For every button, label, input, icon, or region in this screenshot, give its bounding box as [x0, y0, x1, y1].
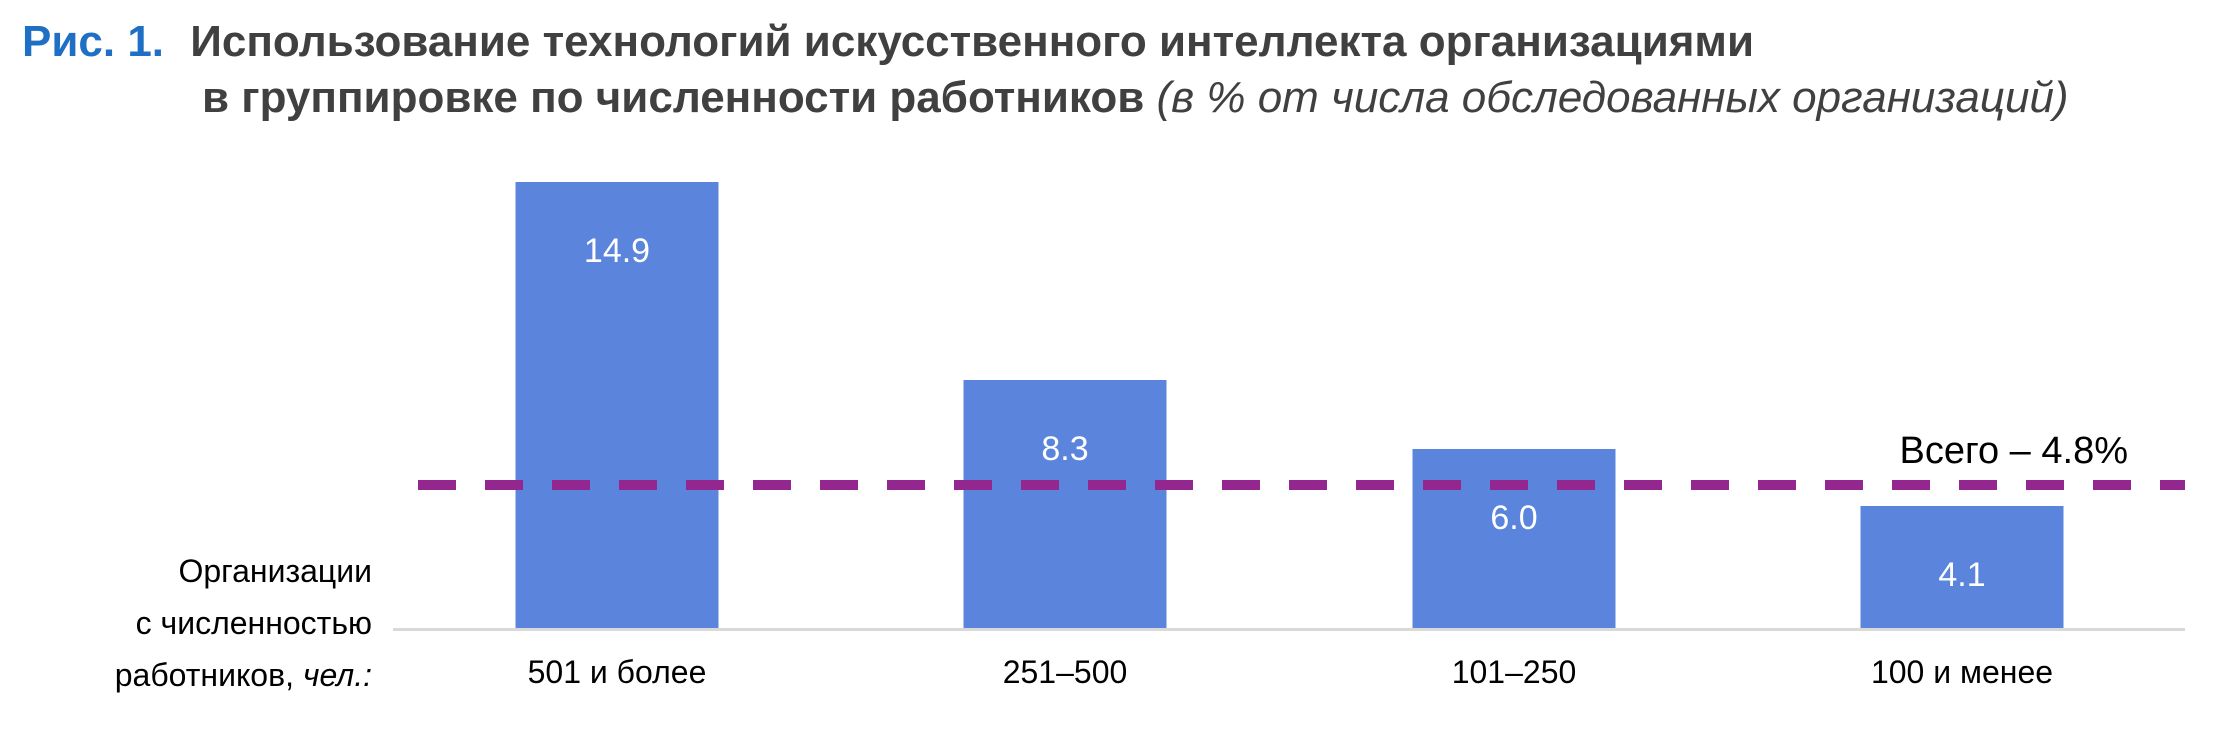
bar-value-label: 14.9 — [584, 232, 650, 270]
x-tick-label: 501 и более — [528, 654, 707, 690]
bar — [1412, 449, 1616, 629]
chart-subtitle: (в % от числа обследованных организаций) — [1156, 73, 2069, 122]
chart-title-block: Рис. 1. Использование технологий искусст… — [22, 14, 2202, 126]
x-axis-caption-line: Организации — [178, 553, 372, 589]
x-tick-label: 251–500 — [1003, 654, 1128, 690]
x-axis-caption-line: работников, чел.: — [115, 657, 372, 693]
bar-value-label: 6.0 — [1490, 499, 1537, 537]
chart-title-line-2: в группировке по численности работников … — [22, 70, 2202, 126]
bar-value-label: 8.3 — [1041, 430, 1088, 468]
reference-line-label: Всего – 4.8% — [1899, 430, 2128, 472]
bar — [515, 182, 719, 629]
figure-number: Рис. 1. — [22, 17, 165, 66]
chart-title: Использование технологий искусственного … — [190, 17, 1755, 66]
x-tick-label: 101–250 — [1452, 654, 1577, 690]
chart-title-continued: в группировке по численности работников — [202, 73, 1145, 122]
x-tick-label: 100 и менее — [1871, 654, 2053, 690]
bar — [1860, 506, 2064, 629]
bar — [963, 380, 1167, 629]
bar-value-label: 4.1 — [1938, 556, 1985, 594]
x-axis-caption-line: с численностью — [136, 605, 372, 641]
chart-title-line-1: Рис. 1. Использование технологий искусст… — [22, 14, 2202, 70]
